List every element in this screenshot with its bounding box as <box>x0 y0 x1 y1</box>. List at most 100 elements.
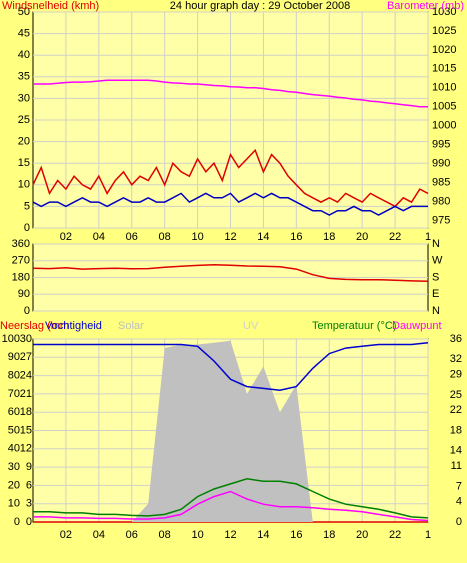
x-tick-label: 22 <box>389 529 401 541</box>
line <box>33 478 429 519</box>
y-tick-label: 180 <box>12 271 30 283</box>
line <box>32 148 429 208</box>
y2-tick-label: 1005 <box>432 101 456 113</box>
x-tick-label: 20 <box>356 231 368 243</box>
y-tick-label: 40 <box>8 443 20 455</box>
y-tick-label: 20 <box>8 479 20 491</box>
y-tick-label: 50 <box>8 424 20 436</box>
y-tick-label: 100 <box>2 333 20 345</box>
x-tick-label: 22 <box>389 231 401 243</box>
y2-tick-label: 22 <box>450 404 462 416</box>
line <box>33 341 429 391</box>
x-tick-label: 04 <box>93 529 105 541</box>
y2-tick-label: 32 <box>450 353 462 365</box>
y-tick-label: 80 <box>8 370 20 382</box>
y3-tick-label: 30 <box>20 333 32 345</box>
y2-tick-label: 1015 <box>432 63 456 75</box>
y3-tick-label: 12 <box>20 443 32 455</box>
y3-tick-label: 0 <box>26 516 32 528</box>
y-tick-label: 20 <box>18 136 30 148</box>
y-tick-label: 0 <box>14 516 20 528</box>
x-tick-label: 16 <box>290 529 302 541</box>
y2-tick-label: 995 <box>432 139 450 151</box>
legend-entry: Neerslag (mm <box>0 320 69 332</box>
y2-tick-label: 29 <box>450 368 462 380</box>
x-tick-label: 04 <box>93 231 105 243</box>
y3-tick-label: 9 <box>26 461 32 473</box>
y-axis-label: Windsnelheid (kmh) <box>2 0 99 12</box>
legend-entry: Dauwpunt <box>392 320 442 332</box>
y2-tick-label: N <box>432 305 440 317</box>
x-tick-label: 06 <box>126 529 138 541</box>
line <box>32 264 429 282</box>
x-tick-label: 20 <box>356 529 368 541</box>
x-tick-label: 16 <box>290 231 302 243</box>
legend-entry: Vochtigheid <box>45 320 102 332</box>
y3-tick-label: 27 <box>20 351 32 363</box>
y2-tick-label: S <box>432 271 439 283</box>
y-tick-label: 10 <box>18 179 30 191</box>
y2-tick-label: 1025 <box>432 25 456 37</box>
y-tick-label: 25 <box>18 114 30 126</box>
y2-tick-label: 1010 <box>432 82 456 94</box>
y2-tick-label: 1020 <box>432 44 456 56</box>
x-tick-label: 12 <box>224 231 236 243</box>
y-tick-label: 35 <box>18 71 30 83</box>
x-tick-label: 08 <box>159 529 171 541</box>
y-tick-label: 30 <box>18 92 30 104</box>
x-tick-label: 02 <box>60 529 72 541</box>
y3-tick-label: 6 <box>26 479 32 491</box>
y-tick-label: 90 <box>18 288 30 300</box>
x-tick-label: 06 <box>126 231 138 243</box>
y2-tick-label: E <box>432 288 439 300</box>
y2-tick-label: N <box>432 238 440 250</box>
y-tick-label: 0 <box>24 305 30 317</box>
x-tick-label: 02 <box>60 231 72 243</box>
legend-entry: Temperatuur (°C) <box>312 320 396 332</box>
y3-tick-label: 15 <box>20 424 32 436</box>
x-tick-label: 10 <box>191 231 203 243</box>
x-tick-label: 08 <box>159 231 171 243</box>
x-tick-label: 14 <box>257 231 269 243</box>
y2-tick-label: 990 <box>432 157 450 169</box>
y-tick-label: 360 <box>12 238 30 250</box>
y3-tick-label: 24 <box>20 370 32 382</box>
y2-axis-label: Barometer (mb) <box>387 0 464 12</box>
y3-tick-label: 18 <box>20 406 32 418</box>
y-tick-label: 60 <box>8 406 20 418</box>
y2-tick-label: 14 <box>450 445 462 457</box>
annotation: UV <box>243 320 259 332</box>
y2-tick-label: W <box>432 255 443 267</box>
y3-tick-label: 3 <box>26 498 32 510</box>
y-tick-label: 45 <box>18 28 30 40</box>
y2-tick-label: 11 <box>451 460 462 472</box>
x-tick-label: 1 <box>425 529 431 541</box>
area <box>33 340 428 522</box>
x-tick-label: 18 <box>323 529 335 541</box>
y2-tick-label: 7 <box>456 480 462 492</box>
y2-tick-label: 975 <box>432 214 450 226</box>
y2-tick-label: 985 <box>432 176 450 188</box>
y-tick-label: 10 <box>8 498 20 510</box>
x-tick-label: 1 <box>425 231 431 243</box>
y2-tick-label: 980 <box>432 195 450 207</box>
y2-tick-label: 25 <box>450 389 462 401</box>
y-tick-label: 270 <box>12 255 30 267</box>
y-tick-label: 40 <box>18 49 30 61</box>
y2-tick-label: 18 <box>450 424 462 436</box>
line <box>33 79 428 108</box>
x-tick-label: 10 <box>191 529 203 541</box>
x-tick-label: 12 <box>224 529 236 541</box>
y2-tick-label: 4 <box>456 496 462 508</box>
line <box>32 192 428 216</box>
y3-tick-label: 21 <box>20 388 32 400</box>
y2-tick-label: 1000 <box>432 120 456 132</box>
chart-title: 24 hour graph day : 29 October 2008 <box>170 0 350 12</box>
y-tick-label: 70 <box>8 388 20 400</box>
y-tick-label: 15 <box>18 157 30 169</box>
x-tick-label: 14 <box>257 529 269 541</box>
y-tick-label: 50 <box>18 6 30 18</box>
y2-tick-label: 36 <box>450 333 462 345</box>
y2-tick-label: 1030 <box>432 6 456 18</box>
